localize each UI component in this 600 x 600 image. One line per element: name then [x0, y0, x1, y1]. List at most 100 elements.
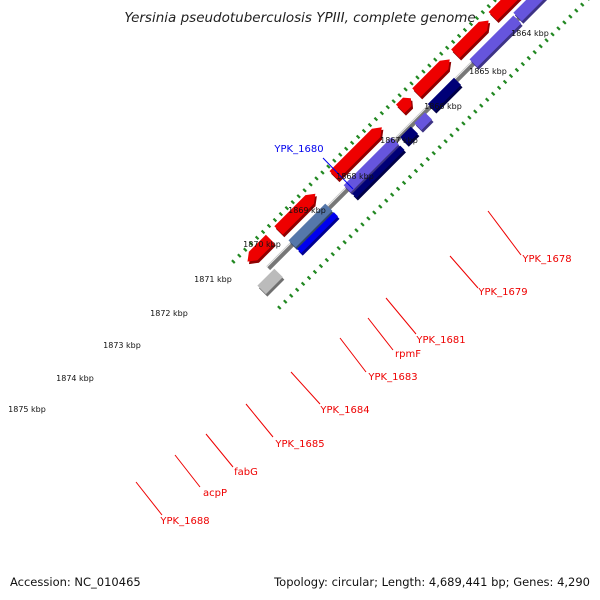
scale-tick — [443, 139, 448, 144]
scale-tick — [449, 133, 454, 138]
scale-tick — [520, 61, 526, 67]
scale-tick — [302, 188, 307, 193]
scale-label: 1875 kbp — [8, 405, 46, 414]
scale-tick — [439, 51, 444, 56]
gene-feature[interactable] — [395, 97, 412, 114]
gene-label[interactable]: rpmF — [395, 349, 421, 360]
scale-tick — [324, 257, 330, 263]
gene-label[interactable]: YPK_1688 — [159, 516, 209, 527]
label-leader — [290, 371, 321, 405]
scale-tick — [407, 174, 413, 180]
label-leader — [322, 157, 354, 190]
gene-label[interactable]: YPK_1679 — [477, 287, 527, 298]
label-leader — [205, 433, 234, 468]
gene-feature[interactable] — [451, 20, 489, 58]
scale-tick — [550, 32, 555, 37]
scale-labels: 1864 kbp 1865 kbp 1866 kbp 1867 kbp 1868 kbp… — [8, 29, 549, 414]
scale-tick — [361, 128, 367, 134]
scale-tick — [415, 75, 420, 80]
gene-feature[interactable] — [329, 127, 382, 180]
gene-feature[interactable] — [513, 0, 572, 22]
gene-feature[interactable] — [343, 137, 399, 193]
gene-feature[interactable] — [488, 0, 540, 21]
scale-tick — [385, 105, 390, 110]
scale-tick — [320, 170, 325, 175]
scale-tick — [403, 87, 408, 92]
scale-tick — [314, 176, 319, 181]
scale-tick — [568, 14, 573, 19]
scale-tick — [243, 247, 248, 252]
gene-label[interactable]: acpP — [203, 488, 227, 499]
gene-feature[interactable] — [274, 193, 316, 235]
scale-label: 1868 kbp — [336, 172, 374, 181]
scale-tick — [580, 2, 585, 7]
scale-tick — [373, 116, 379, 122]
scale-tick — [496, 85, 502, 91]
scale-tick — [492, 0, 497, 3]
scale-label: 1874 kbp — [56, 374, 94, 383]
scale-tick — [384, 198, 389, 203]
scale-tick — [277, 305, 282, 310]
scale-ticks-inner — [277, 0, 590, 310]
scale-tick — [312, 269, 318, 275]
label-leader — [339, 337, 367, 373]
scale-label: 1867 kbp — [380, 136, 418, 145]
scale-tick — [332, 158, 337, 163]
gene-feature[interactable] — [414, 112, 433, 131]
label-leader — [245, 403, 274, 438]
scale-tick — [479, 103, 484, 108]
feature-layer — [247, 0, 572, 297]
gene-label[interactable]: YPK_1678 — [521, 254, 571, 265]
gene-feature[interactable] — [247, 234, 275, 262]
scale-label: 1866 kbp — [424, 102, 462, 111]
scale-tick — [318, 263, 324, 269]
gene-label[interactable]: YPK_1684 — [319, 405, 369, 416]
scale-tick — [254, 235, 260, 241]
scale-tick — [468, 21, 474, 27]
gene-feature[interactable] — [412, 59, 450, 97]
scale-tick — [427, 63, 432, 68]
scale-tick — [574, 8, 579, 13]
scale-tick — [272, 217, 278, 223]
label-leader — [174, 454, 201, 488]
scale-tick — [354, 228, 359, 233]
scale-tick — [344, 146, 349, 151]
scale-tick — [395, 186, 401, 191]
gene-label[interactable]: YPK_1683 — [367, 372, 417, 383]
gene-label[interactable]: YPK_1680 — [273, 144, 323, 155]
scale-tick — [419, 162, 425, 168]
gene-feature[interactable] — [469, 15, 522, 68]
scale-tick — [461, 121, 466, 126]
label-leader — [385, 297, 417, 335]
accession-text: Accession: NC_010465 — [10, 575, 141, 589]
gene-label[interactable]: fabG — [234, 467, 258, 478]
scale-tick — [397, 93, 402, 98]
scale-tick — [326, 164, 331, 169]
gene-feature[interactable] — [257, 268, 283, 295]
scale-tick — [514, 67, 520, 73]
scale-label: 1870 kbp — [243, 240, 281, 249]
scale-tick — [562, 20, 567, 25]
scale-label: 1872 kbp — [150, 309, 188, 318]
gene-feature[interactable] — [296, 212, 338, 254]
scale-tick — [300, 281, 306, 287]
scale-tick — [508, 73, 514, 79]
scale-tick — [474, 15, 480, 21]
gene-label[interactable]: YPK_1681 — [415, 335, 465, 346]
gene-feature[interactable] — [352, 145, 405, 198]
scale-tick — [288, 293, 294, 298]
gene-feature[interactable] — [288, 203, 333, 248]
gene-feature[interactable] — [427, 77, 462, 112]
scale-label: 1865 kbp — [469, 67, 507, 76]
scale-tick — [237, 253, 242, 258]
scale-tick — [456, 33, 462, 39]
gene-feature[interactable] — [400, 126, 418, 145]
label-leaders — [135, 157, 522, 516]
gene-label[interactable]: YPK_1685 — [274, 439, 324, 450]
scale-label: 1869 kbp — [288, 206, 326, 215]
scale-tick — [278, 211, 284, 217]
scale-tick — [330, 251, 335, 257]
scale-tick — [425, 156, 430, 162]
scale-tick — [556, 26, 561, 31]
scale-tick — [413, 168, 419, 174]
